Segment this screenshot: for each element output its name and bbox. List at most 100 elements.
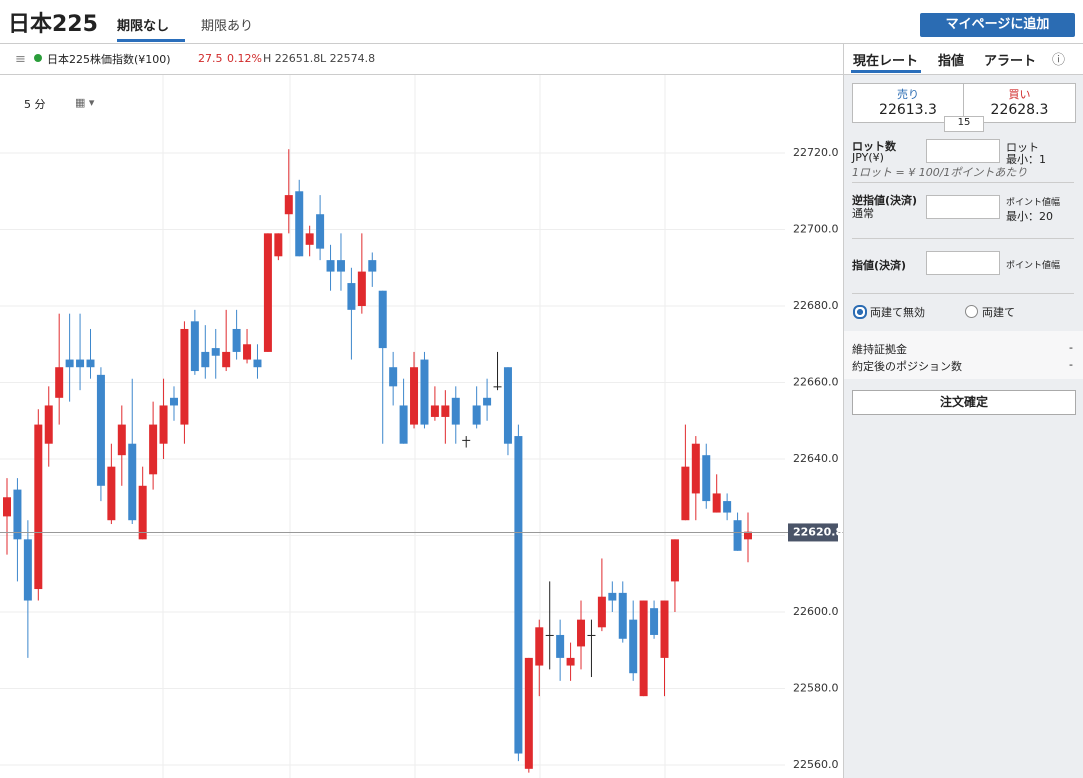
candle-body	[389, 367, 398, 387]
candle-body	[535, 627, 544, 666]
candle-body	[138, 485, 147, 540]
candle-body	[420, 359, 429, 425]
candle-body	[347, 283, 356, 310]
candle-body	[326, 260, 335, 272]
confirm-button[interactable]: 注文確定	[852, 390, 1076, 415]
panel-tab[interactable]: 現在レート	[853, 54, 919, 69]
label: ロット数	[852, 140, 896, 153]
note: 1ロット = ¥ 100/1ポイントあたり	[852, 166, 1028, 179]
summary	[844, 331, 1083, 379]
value: -	[1069, 358, 1073, 371]
spread: 15	[944, 116, 984, 132]
y-tick-label: 22700.0	[793, 223, 839, 236]
candle-body	[723, 501, 732, 513]
sell-price: 22613.3	[879, 102, 937, 118]
limit-input[interactable]	[926, 251, 1000, 275]
label[interactable]: ポイント値幅	[1006, 261, 1061, 271]
tab-underline	[117, 39, 185, 42]
divider	[852, 293, 1074, 294]
label: 約定後のポジション数	[852, 360, 962, 373]
label: JPY(¥)	[852, 151, 884, 164]
candle-body	[274, 233, 283, 257]
candle-body	[336, 260, 345, 272]
panel-tab[interactable]: 指値	[938, 54, 965, 69]
add-button[interactable]: マイページに追加	[920, 13, 1075, 37]
radio[interactable]	[965, 305, 978, 318]
buy-box[interactable]: 買い 22628.3	[963, 83, 1076, 123]
candle-body	[660, 600, 669, 658]
candle-body	[3, 497, 11, 517]
label[interactable]: ポイント値幅	[1006, 198, 1061, 208]
change: 27.5	[198, 52, 223, 65]
menu-icon[interactable]: ≡	[15, 52, 26, 67]
y-tick-label: 22640.0	[793, 452, 839, 465]
candle-body	[180, 328, 189, 425]
candle-body	[618, 592, 627, 639]
candle-body	[253, 359, 262, 368]
radio[interactable]	[853, 305, 867, 319]
candle-body	[451, 397, 460, 425]
label[interactable]: 通常	[852, 207, 874, 220]
candle-body	[639, 600, 648, 697]
high: H 22651.8	[263, 52, 321, 65]
chart-type-icon[interactable]: ▦ ▾	[75, 96, 95, 109]
low: L 22574.8	[320, 52, 376, 65]
candle-body	[117, 424, 126, 456]
candle-body	[55, 367, 64, 398]
candle-body	[472, 405, 481, 425]
candle-body	[159, 405, 168, 444]
candle-body	[430, 405, 439, 417]
label: 両建て無効	[870, 306, 925, 319]
candle-body	[211, 348, 220, 356]
candle-body	[378, 290, 387, 349]
info-icon[interactable]: ⓘ	[1052, 53, 1066, 68]
candle-body	[44, 405, 53, 444]
candle-body	[410, 367, 419, 425]
candle-body	[587, 634, 596, 636]
candle-body	[13, 489, 22, 540]
buy-price: 22628.3	[990, 102, 1049, 118]
candle-body	[670, 539, 679, 582]
candle-body	[190, 321, 199, 372]
candle-body	[608, 592, 617, 601]
candle-body	[483, 397, 492, 406]
tab-underline	[851, 70, 921, 73]
label: 維持証拠金	[852, 343, 907, 356]
candle-body	[357, 271, 366, 307]
divider	[852, 238, 1074, 239]
current-price-label: 22620.8	[793, 525, 843, 538]
divider	[852, 182, 1074, 183]
sell-label: 売り	[897, 88, 919, 101]
tab[interactable]: 期限あり	[201, 19, 254, 34]
candle-body	[712, 493, 721, 513]
buy-label: 買い	[1008, 88, 1031, 101]
divider	[0, 74, 1083, 75]
label: 最小：20	[1006, 210, 1053, 223]
y-tick-label: 22580.0	[793, 681, 839, 694]
candle-body	[23, 539, 32, 601]
interval[interactable]: 5 分	[24, 98, 46, 111]
candle-body	[222, 351, 231, 368]
change-pct: 0.12%	[227, 52, 262, 65]
lot-input[interactable]	[926, 139, 1000, 163]
candle-body	[86, 359, 95, 368]
candle-body	[169, 397, 178, 406]
label: 逆指値(決済)	[852, 194, 918, 207]
label: ロット	[1006, 141, 1039, 154]
stop-input[interactable]	[926, 195, 1000, 219]
candle-body	[232, 328, 241, 352]
candle-body	[514, 436, 523, 754]
candle-body	[305, 233, 314, 245]
candle-body	[681, 466, 690, 521]
tab[interactable]: 期限なし	[117, 19, 170, 34]
panel-tab[interactable]: アラート	[984, 54, 1037, 69]
candle-body	[577, 619, 586, 647]
label: 指値(決済)	[852, 259, 907, 272]
candle-body	[316, 214, 325, 249]
candle-body	[493, 386, 502, 388]
candle-body	[691, 443, 700, 494]
order-panel	[844, 75, 1083, 778]
candle-body	[107, 466, 116, 521]
